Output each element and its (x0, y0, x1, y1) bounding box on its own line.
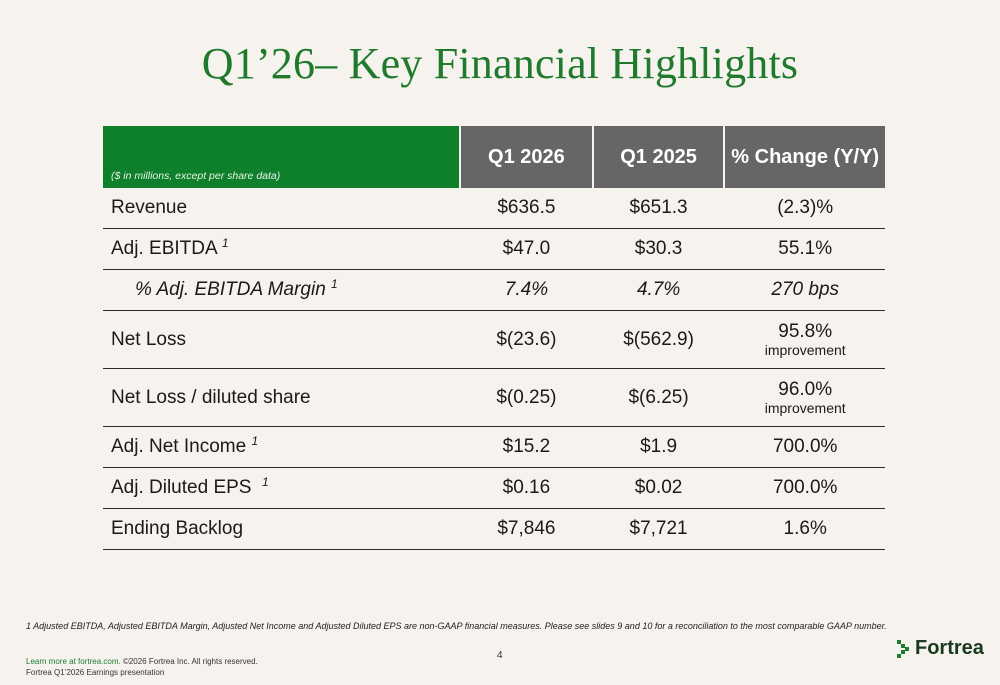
fortrea-logo: Fortrea (897, 637, 984, 660)
table-row-ending-backlog: Ending Backlog $7,846 $7,721 1.6% (103, 509, 885, 550)
change-value: 95.8% (778, 320, 833, 342)
row-label: Revenue (111, 197, 188, 218)
cell-change: 95.8% improvement (725, 321, 885, 359)
cell-q1-2026: $(23.6) (496, 328, 557, 350)
row-label: Adj. Diluted EPS 1 (111, 475, 269, 498)
footnote: 1 Adjusted EBITDA, Adjusted EBITDA Margi… (26, 621, 887, 631)
cell-q1-2025: $(562.9) (623, 328, 694, 350)
table-header: ($ in millions, except per share data) Q… (103, 126, 885, 188)
presentation-name: Fortrea Q1’2026 Earnings presentation (26, 668, 165, 677)
logo-text: Fortrea (915, 637, 984, 659)
cell-change: 700.0% (772, 477, 838, 498)
footnote-marker: 1 (221, 236, 229, 250)
row-label: Net Loss (111, 328, 186, 350)
cell-q1-2026: $(0.25) (496, 386, 557, 408)
cell-q1-2025: $7,721 (629, 518, 688, 539)
financial-highlights-table: ($ in millions, except per share data) Q… (103, 126, 885, 550)
cell-change: 1.6% (783, 518, 827, 539)
table-row-adj-ebitda-margin: % Adj. EBITDA Margin 1 7.4% 4.7% 270 bps (103, 270, 885, 311)
footnote-marker: 1 (331, 277, 338, 291)
footnote-marker: 1 (262, 475, 269, 489)
cell-q1-2026: $636.5 (497, 197, 556, 218)
cell-change: 270 bps (771, 279, 840, 300)
cell-change: 700.0% (772, 436, 838, 457)
table-row-net-loss-per-share: Net Loss / diluted share $(0.25) $(6.25)… (103, 369, 885, 427)
units-note: ($ in millions, except per share data) (111, 170, 281, 182)
table-row-adj-diluted-eps: Adj. Diluted EPS 1 $0.16 $0.02 700.0% (103, 468, 885, 509)
change-value: 96.0% (778, 378, 833, 400)
cell-change: 96.0% improvement (725, 379, 885, 417)
header-note-cell: ($ in millions, except per share data) (103, 126, 460, 188)
cell-q1-2025: $(6.25) (628, 386, 689, 408)
cell-q1-2026: 7.4% (504, 279, 549, 300)
cell-q1-2026: $47.0 (502, 238, 551, 259)
change-subtext: improvement (764, 342, 846, 359)
column-header-change: % Change (Y/Y) (725, 126, 885, 188)
table-row-revenue: Revenue $636.5 $651.3 (2.3)% (103, 188, 885, 229)
cell-q1-2025: $651.3 (629, 197, 688, 218)
cell-change: (2.3)% (777, 197, 834, 218)
cell-q1-2025: $30.3 (634, 238, 683, 259)
row-label: Adj. Net Income 1 (111, 434, 259, 457)
copyright: ©2026 Fortrea Inc. All rights reserved. (120, 657, 258, 666)
change-subtext: improvement (764, 400, 846, 417)
row-label: % Adj. EBITDA Margin 1 (135, 277, 338, 300)
table-row-adj-ebitda: Adj. EBITDA 1 $47.0 $30.3 55.1% (103, 229, 885, 270)
row-label: Net Loss / diluted share (111, 386, 311, 408)
row-label: Adj. EBITDA 1 (111, 236, 229, 259)
column-header-q1-2025: Q1 2025 (593, 126, 724, 188)
cell-q1-2026: $7,846 (497, 518, 556, 539)
page-title: Q1’26– Key Financial Highlights (201, 39, 799, 88)
table-row-net-loss: Net Loss $(23.6) $(562.9) 95.8% improvem… (103, 311, 885, 369)
cell-q1-2025: $0.02 (634, 477, 683, 498)
footer-line: Learn more at fortrea.com. ©2026 Fortrea… (26, 657, 258, 666)
cell-q1-2025: $1.9 (640, 436, 678, 457)
page-number: 4 (497, 650, 503, 661)
column-header-q1-2026: Q1 2026 (461, 126, 592, 188)
website-link[interactable]: Learn more at fortrea.com. (26, 657, 121, 666)
cell-q1-2026: $15.2 (502, 436, 551, 457)
fortrea-chevron-icon (897, 639, 909, 658)
row-label: Ending Backlog (111, 518, 244, 539)
cell-q1-2026: $0.16 (502, 477, 551, 498)
footnote-marker: 1 (251, 434, 259, 448)
cell-q1-2025: 4.7% (636, 279, 681, 300)
table-row-adj-net-income: Adj. Net Income 1 $15.2 $1.9 700.0% (103, 427, 885, 468)
cell-change: 55.1% (778, 238, 833, 259)
